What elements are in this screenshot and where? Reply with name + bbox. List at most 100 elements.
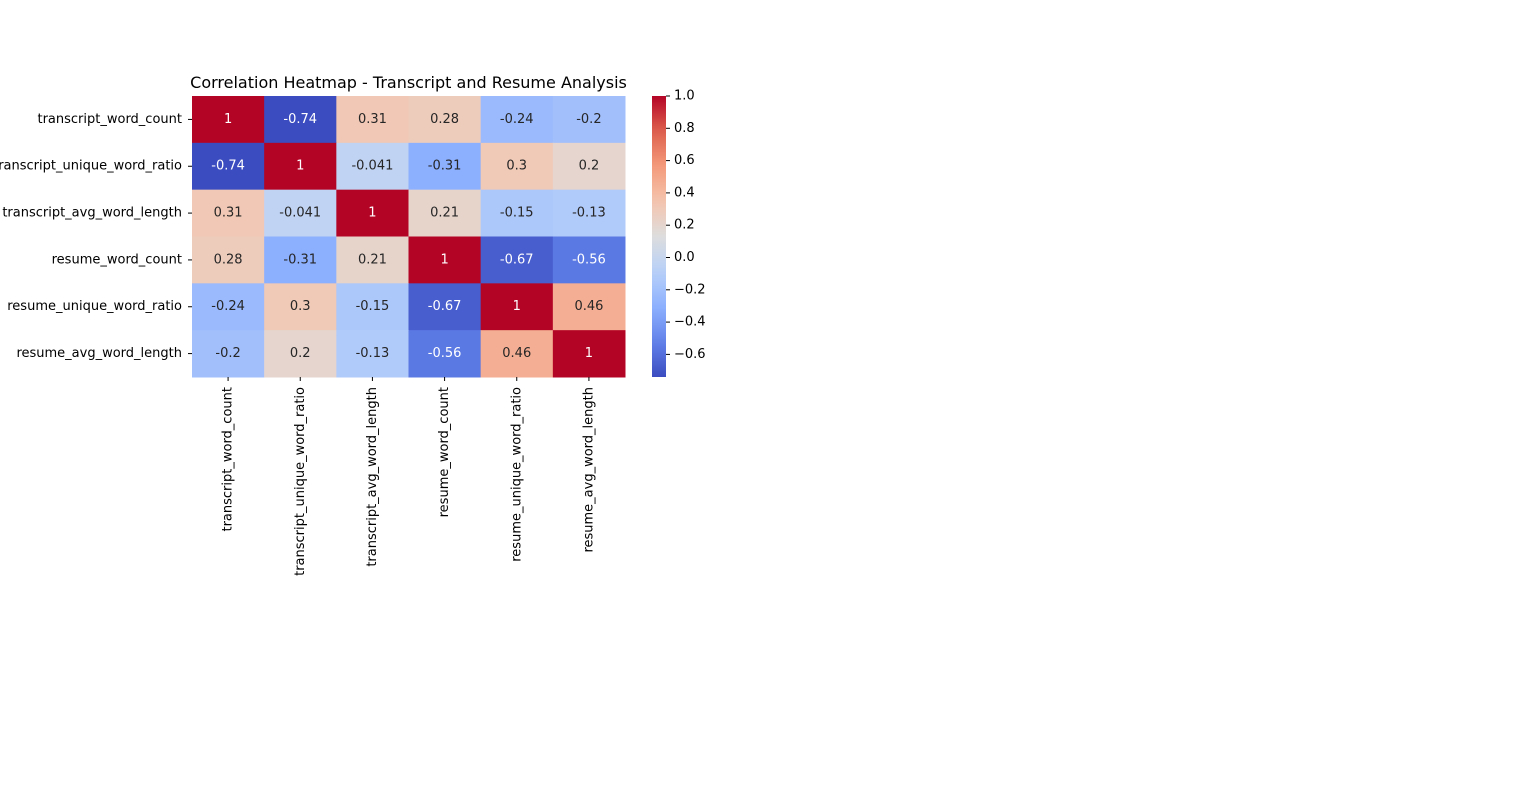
heatmap-cell-r5-c0 <box>192 330 265 378</box>
colorbar-tick-label-5: 0.0 <box>674 250 695 265</box>
heatmap-cell-r5-c1 <box>264 330 337 378</box>
heatmap-cell-r1-c3 <box>408 142 482 191</box>
heatmap-cell-r3-c5 <box>552 236 626 284</box>
heatmap-cell-r0-c3 <box>408 96 482 144</box>
heatmap-cell-r2-c0 <box>192 189 265 237</box>
heatmap-cell-r3-c3 <box>408 236 482 284</box>
cell-value-r0-c4: -0.24 <box>500 112 534 127</box>
heatmap-cell-r1-c0 <box>192 142 265 191</box>
cell-value-r3-c0: 0.28 <box>214 252 243 267</box>
heatmap-cell-r2-c1 <box>264 189 337 237</box>
heatmap-cell-r1-c4 <box>480 142 554 191</box>
heatmap-cell-r2-c3 <box>408 189 482 237</box>
row-tick-labels: transcript_word_count transcript_unique_w… <box>0 112 192 361</box>
row-label-2: transcript_avg_word_length <box>2 206 182 221</box>
cell-value-r2-c5: -0.13 <box>572 206 606 221</box>
heatmap-cell-r3-c1 <box>264 236 337 284</box>
heatmap-cell-r4-c4 <box>480 283 554 331</box>
cell-value-r2-c1: -0.041 <box>279 206 321 221</box>
column-label-0: transcript_word_count <box>221 387 236 532</box>
row-label-5: resume_avg_word_length <box>16 346 182 361</box>
heatmap-cell-r0-c2 <box>336 96 410 144</box>
colorbar-tick-label-4: 0.2 <box>674 218 695 233</box>
colorbar-tick-label-7: −0.4 <box>674 315 706 330</box>
heatmap-cell-r0-c0 <box>192 96 265 144</box>
colorbar-tick-label-1: 0.8 <box>674 121 695 136</box>
cell-value-r1-c1: 1 <box>296 159 304 174</box>
heatmap-cell-r5-c5 <box>552 330 626 378</box>
cell-value-r5-c5: 1 <box>585 346 593 361</box>
cell-value-r4-c0: -0.24 <box>211 299 245 314</box>
cell-value-r4-c3: -0.67 <box>428 299 462 314</box>
cell-value-r2-c2: 1 <box>368 206 376 221</box>
cell-value-r1-c2: -0.041 <box>351 159 393 174</box>
column-label-5: resume_avg_word_length <box>581 387 596 553</box>
cell-value-r5-c1: 0.2 <box>290 346 311 361</box>
cell-value-r3-c5: -0.56 <box>572 252 606 267</box>
colorbar-tick-label-0: 1.0 <box>674 89 695 104</box>
heatmap-cell-r4-c1 <box>264 283 337 331</box>
colorbar-tick-label-3: 0.4 <box>674 185 695 200</box>
column-tick-labels: transcript_word_count transcript_unique_w… <box>221 376 596 576</box>
cell-value-r0-c2: 0.31 <box>358 112 387 127</box>
cell-value-r1-c4: 0.3 <box>506 159 527 174</box>
cell-value-r1-c3: -0.31 <box>428 159 462 174</box>
heatmap-cell-r1-c5 <box>552 142 626 191</box>
row-label-4: resume_unique_word_ratio <box>7 299 182 314</box>
heatmap-cell-r3-c2 <box>336 236 410 284</box>
cell-value-r1-c0: -0.74 <box>211 159 245 174</box>
heatmap-cell-r4-c3 <box>408 283 482 331</box>
heatmap-cell-r0-c1 <box>264 96 337 144</box>
heatmap-cell-r2-c4 <box>480 189 554 237</box>
column-label-2: transcript_avg_word_length <box>365 387 380 567</box>
cell-value-r4-c2: -0.15 <box>356 299 390 314</box>
cell-value-r5-c3: -0.56 <box>428 346 462 361</box>
heatmap-cell-r5-c2 <box>336 330 410 378</box>
heatmap-cell-r1-c1 <box>264 142 337 191</box>
row-label-0: transcript_word_count <box>37 112 182 127</box>
heatmap-cell-r5-c4 <box>480 330 554 378</box>
cell-value-r4-c1: 0.3 <box>290 299 311 314</box>
cell-value-r3-c1: -0.31 <box>283 252 317 267</box>
heatmap-cell-r4-c0 <box>192 283 265 331</box>
heatmap-cell-r2-c2 <box>336 189 410 237</box>
column-label-3: resume_word_count <box>437 387 452 517</box>
cell-value-r0-c1: -0.74 <box>283 112 317 127</box>
cell-value-r4-c4: 1 <box>513 299 521 314</box>
row-label-1: transcript_unique_word_ratio <box>0 159 182 174</box>
colorbar-tick-label-8: −0.6 <box>674 347 706 362</box>
heatmap-cell-r2-c5 <box>552 189 626 237</box>
cell-value-r5-c2: -0.13 <box>356 346 390 361</box>
cell-value-r0-c3: 0.28 <box>430 112 459 127</box>
colorbar-tick-label-6: −0.2 <box>674 282 706 297</box>
colorbar: 1.0 0.8 0.6 0.4 0.2 0.0 −0.2 −0.4 −0.6 <box>652 89 706 377</box>
heatmap-cell-r0-c4 <box>480 96 554 144</box>
heatmap-cells <box>192 96 626 378</box>
cell-value-r5-c0: -0.2 <box>215 346 240 361</box>
heatmap-cell-r3-c0 <box>192 236 265 284</box>
cell-value-r0-c5: -0.2 <box>576 112 601 127</box>
heatmap-cell-r0-c5 <box>552 96 626 144</box>
row-label-3: resume_word_count <box>52 252 182 267</box>
colorbar-gradient <box>652 96 666 377</box>
cell-value-r1-c5: 0.2 <box>579 159 600 174</box>
heatmap-cell-r4-c5 <box>552 283 626 331</box>
cell-value-r3-c2: 0.21 <box>358 252 387 267</box>
cell-value-r5-c4: 0.46 <box>502 346 531 361</box>
cell-value-r3-c4: -0.67 <box>500 252 534 267</box>
heatmap-cell-r3-c4 <box>480 236 554 284</box>
column-label-1: transcript_unique_word_ratio <box>293 387 308 576</box>
cell-value-r2-c3: 0.21 <box>430 206 459 221</box>
heatmap-cell-r1-c2 <box>336 142 410 191</box>
heatmap-cell-r4-c2 <box>336 283 410 331</box>
chart-title: Correlation Heatmap - Transcript and Res… <box>190 73 627 92</box>
cell-value-r4-c5: 0.46 <box>574 299 603 314</box>
cell-value-r2-c4: -0.15 <box>500 206 534 221</box>
heatmap-annotations: 1 -0.74 0.31 0.28 -0.24 -0.2-0.74 1 -0.041 -0.31… <box>211 112 605 361</box>
cell-value-r3-c3: 1 <box>440 252 448 267</box>
cell-value-r0-c0: 1 <box>224 112 232 127</box>
heatmap-cell-r5-c3 <box>408 330 482 378</box>
colorbar-tick-label-2: 0.6 <box>674 153 695 168</box>
column-label-4: resume_unique_word_ratio <box>509 387 524 562</box>
